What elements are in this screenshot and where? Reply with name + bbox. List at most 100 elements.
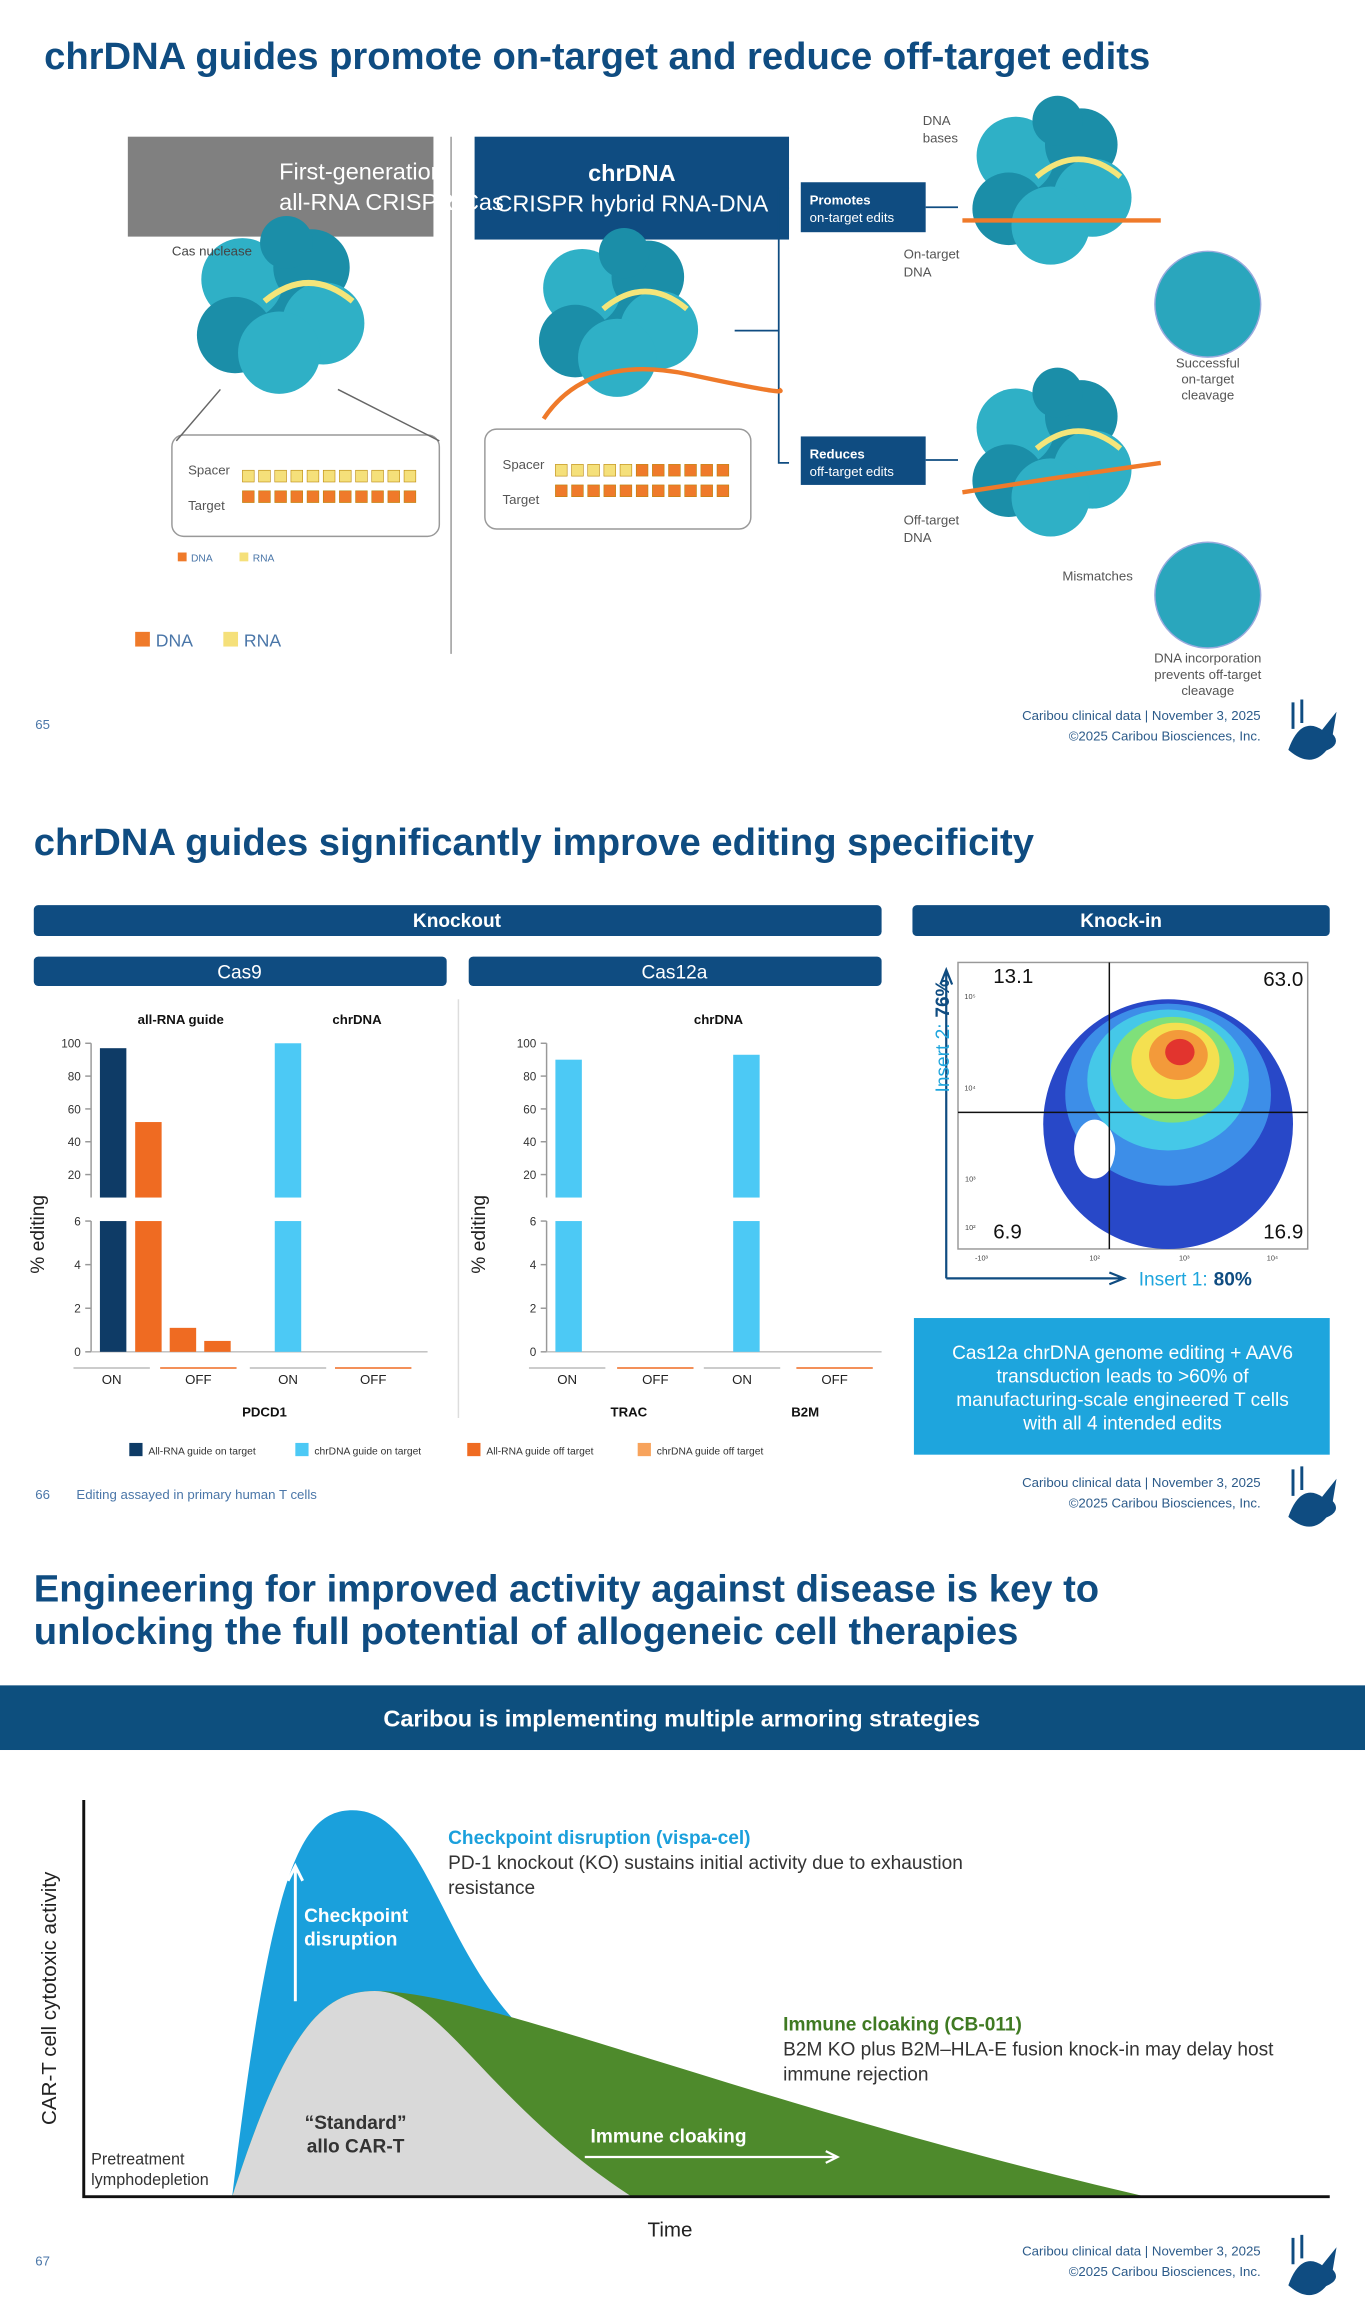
text: RNA [244, 631, 281, 651]
text: CRISPR hybrid RNA-DNA [495, 191, 768, 217]
text: Editing assayed in primary human T cells [76, 1487, 317, 1502]
base [403, 490, 417, 503]
base [587, 484, 600, 497]
text: Cas nuclease [172, 244, 252, 259]
text: DNA [904, 264, 932, 279]
x-tick-label: 10² [1089, 1254, 1100, 1263]
base [555, 484, 568, 497]
legend-swatch [177, 552, 187, 562]
base [603, 484, 616, 497]
axes [82, 1799, 1330, 2199]
x-axis-label: Time [648, 2218, 693, 2241]
base [306, 469, 320, 483]
base [603, 464, 616, 477]
promotes-box [800, 182, 926, 233]
base [371, 490, 384, 503]
y-tick-label: 10³ [965, 1174, 976, 1183]
x-tick-label: OFF [821, 1372, 847, 1387]
base [700, 484, 713, 497]
y-tick-label: 40 [523, 1136, 537, 1149]
text: Target [503, 492, 540, 507]
x-tick-label: OFF [360, 1372, 386, 1387]
text: Caribou clinical data | November 3, 2025 [1022, 708, 1261, 723]
y-axis-label: CAR-T cell cytotoxic activity [38, 1871, 61, 2125]
text: allo CAR-T [307, 2137, 405, 2158]
text: Knock-in [1080, 911, 1162, 932]
y-tick-label: 100 [61, 1038, 81, 1051]
bar [555, 1059, 582, 1198]
y-tick-label: 60 [523, 1103, 537, 1116]
y-tick-label: 2 [530, 1303, 537, 1316]
base [668, 484, 681, 497]
legend-swatch [467, 1442, 481, 1457]
zoom-circle [1154, 541, 1262, 649]
text: Caribou clinical data | November 3, 2025 [1022, 2243, 1261, 2258]
y-tick-label: 80 [68, 1071, 82, 1084]
legend-label: chrDNA guide on target [314, 1447, 421, 1458]
guide-rna [262, 280, 355, 304]
group-label: all-RNA guide [138, 1012, 224, 1027]
text: ©2025 Caribou Biosciences, Inc. [1069, 729, 1261, 744]
reduces-box [800, 436, 926, 485]
protein-illustration [578, 318, 657, 397]
x-tick-label: -10³ [975, 1254, 989, 1263]
text: Pretreatment [91, 2150, 185, 2168]
text: chrDNA [588, 160, 676, 186]
group-label: chrDNA [694, 1012, 744, 1027]
cas9-header [33, 956, 447, 986]
text: RNA [253, 553, 275, 564]
text: ©2025 Caribou Biosciences, Inc. [1069, 2264, 1261, 2279]
text: Engineering for improved activity agains… [34, 1568, 1099, 1611]
text: 67 [35, 2254, 50, 2269]
y-tick-label: 2 [74, 1303, 81, 1316]
connector [734, 187, 958, 464]
y-tick-label: 10² [965, 1223, 976, 1232]
legend-swatch [223, 631, 239, 647]
chrdna-box [474, 136, 790, 240]
inset-box [484, 428, 752, 530]
guide-rna [601, 288, 689, 312]
legend-swatch [135, 631, 150, 647]
base [619, 484, 633, 497]
knockout-header [33, 905, 882, 937]
callout-box [913, 1318, 1330, 1455]
cas12a-header [468, 956, 882, 986]
group-label: chrDNA [332, 1012, 382, 1027]
x-tick-label: OFF [185, 1372, 211, 1387]
legend-label: All-RNA guide off target [486, 1447, 593, 1458]
x-tick-label: 10³ [1179, 1254, 1190, 1263]
base [555, 464, 568, 477]
base [571, 464, 584, 477]
gene-label: PDCD1 [242, 1404, 287, 1419]
text: B2M KO plus B2M–HLA-E fusion knock-in ma… [783, 2040, 1274, 2061]
text: Cas9 [217, 963, 262, 984]
protein-illustration [1032, 95, 1083, 147]
dna-strand [962, 460, 1162, 495]
text: manufacturing-scale engineered T cells [956, 1390, 1289, 1411]
base [571, 484, 584, 497]
text: lymphodepletion [91, 2171, 209, 2189]
banner [0, 1685, 1365, 1751]
base [700, 464, 713, 477]
y-tick-label: 40 [68, 1136, 82, 1149]
bar [274, 1043, 302, 1198]
y-tick-label: 20 [523, 1169, 537, 1182]
base [387, 490, 400, 503]
base [242, 490, 255, 503]
y-tick-label: 20 [68, 1169, 82, 1182]
slide-title: chrDNA guides promote on-target and redu… [44, 35, 1150, 78]
logo [1288, 699, 1337, 760]
text: prevents off-target [1154, 667, 1261, 682]
callout-line [175, 388, 440, 442]
x-tick-label: ON [557, 1372, 577, 1387]
text: Caribou clinical data | November 3, 2025 [1022, 1475, 1261, 1490]
axis-label-value: 80% [1214, 1270, 1252, 1291]
base [242, 469, 255, 483]
y-tick-label: 4 [74, 1259, 81, 1272]
text: off-target edits [810, 464, 895, 479]
bar [99, 1048, 127, 1198]
bar [555, 1221, 582, 1352]
legend-swatch [295, 1442, 309, 1457]
text: DNA incorporation [1154, 651, 1261, 666]
x-tick-label: ON [732, 1372, 752, 1387]
